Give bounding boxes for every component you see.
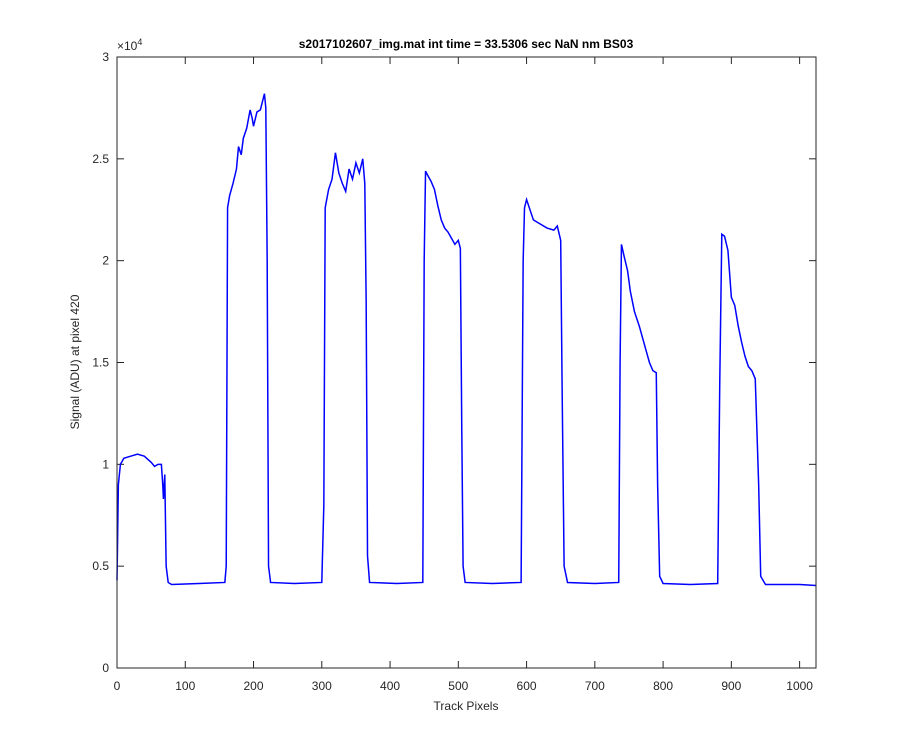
y-tick-label: 2.5 [92, 152, 109, 166]
y-tick-label: 0.5 [92, 559, 109, 573]
x-tick-label: 600 [517, 679, 537, 693]
y-exponent: ×104 [117, 37, 142, 53]
y-tick-label: 2 [102, 254, 109, 268]
y-tick-label: 1 [102, 457, 109, 471]
x-tick-label: 100 [175, 679, 195, 693]
y-tick-label: 0 [102, 661, 109, 675]
x-tick-label: 500 [448, 679, 468, 693]
chart-title: s2017102607_img.mat int time = 33.5306 s… [299, 37, 634, 51]
y-tick-label: 3 [102, 50, 109, 64]
x-tick-label: 1000 [786, 679, 813, 693]
x-tick-label: 0 [114, 679, 121, 693]
plot-area [117, 57, 816, 668]
x-tick-label: 300 [312, 679, 332, 693]
x-tick-label: 400 [380, 679, 400, 693]
signal-line [116, 93, 817, 587]
y-tick-label: 1.5 [92, 356, 109, 370]
x-tick-label: 800 [653, 679, 673, 693]
y-axis-label: Signal (ADU) at pixel 420 [68, 294, 82, 429]
x-tick-label: 900 [721, 679, 741, 693]
x-tick-label: 200 [244, 679, 264, 693]
exponent-power: 4 [137, 37, 142, 47]
axes-box [116, 56, 817, 669]
exponent-base: ×10 [117, 39, 138, 53]
x-tick-label: 700 [585, 679, 605, 693]
x-axis-label: Track Pixels [434, 699, 499, 713]
